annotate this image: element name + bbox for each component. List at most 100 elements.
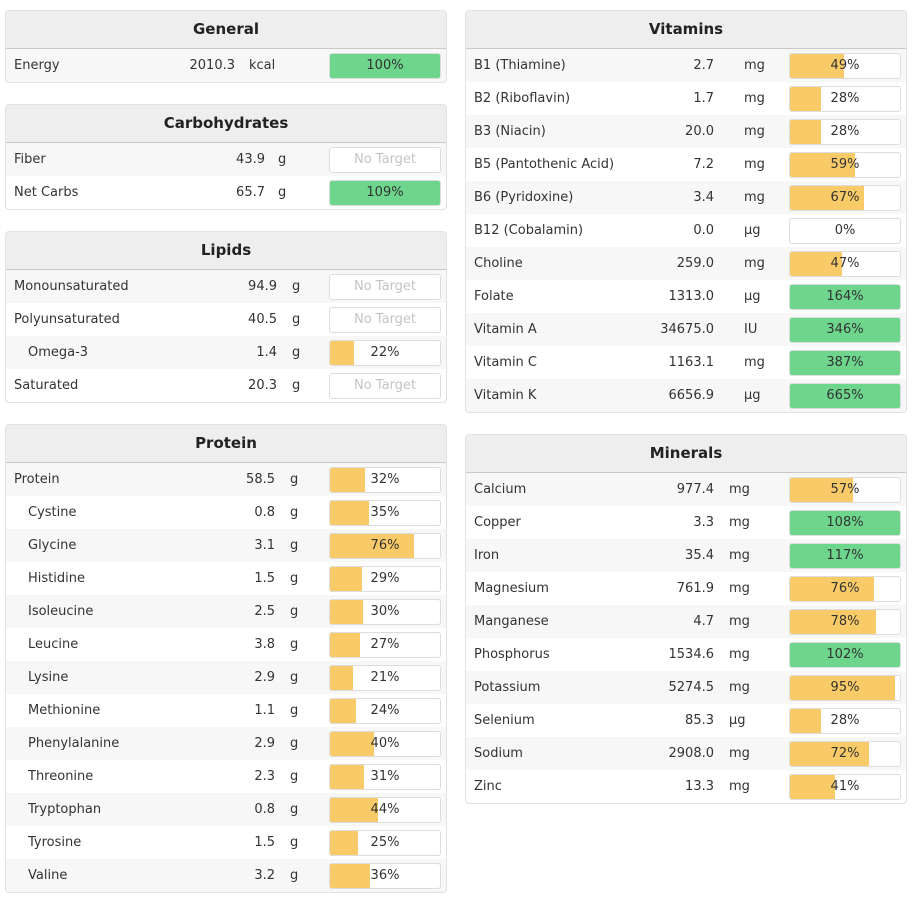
target-progress-bar: 28% [789, 86, 901, 112]
target-progress-bar: No Target [329, 373, 441, 399]
nutrient-name: Protein [14, 472, 60, 487]
target-progress-fill [330, 732, 374, 756]
nutrient-unit: mg [729, 647, 750, 662]
nutrient-row[interactable]: B1 (Thiamine) 2.7 mg 49% [466, 49, 906, 82]
nutrient-row[interactable]: Polyunsaturated 40.5 g No Target [6, 303, 446, 336]
nutrient-row[interactable]: Zinc 13.3 mg 41% [466, 770, 906, 803]
nutrient-row[interactable]: Energy 2010.3 kcal 100% [6, 49, 446, 82]
nutrient-amount: 1.4 [256, 345, 277, 360]
nutrient-amount: 1534.6 [668, 647, 715, 662]
nutrient-row[interactable]: Valine 3.2 g 36% [6, 859, 446, 892]
target-progress-bar: 30% [329, 599, 441, 625]
target-progress-label: 109% [366, 185, 404, 200]
target-progress-label: 117% [826, 548, 864, 563]
target-progress-bar: 346% [789, 317, 901, 343]
nutrient-unit: mg [729, 482, 750, 497]
nutrient-unit: g [290, 637, 299, 652]
nutrient-amount: 5274.5 [668, 680, 715, 695]
nutrient-row[interactable]: B3 (Niacin) 20.0 mg 28% [466, 115, 906, 148]
nutrient-unit: kcal [249, 58, 276, 73]
target-progress-bar: 95% [789, 675, 901, 701]
nutrient-row[interactable]: Tryptophan 0.8 g 44% [6, 793, 446, 826]
nutrient-row[interactable]: Phenylalanine 2.9 g 40% [6, 727, 446, 760]
nutrient-row[interactable]: Selenium 85.3 µg 28% [466, 704, 906, 737]
minerals-panel-title: Minerals [466, 435, 906, 473]
nutrient-row[interactable]: Saturated 20.3 g No Target [6, 369, 446, 402]
target-progress-label: 31% [370, 769, 400, 784]
target-progress-fill [330, 633, 360, 657]
nutrient-unit: mg [744, 355, 765, 370]
target-progress-label: No Target [353, 279, 417, 294]
target-progress-label: 78% [830, 614, 860, 629]
nutrient-name: Vitamin C [474, 355, 538, 370]
nutrient-row[interactable]: Folate 1313.0 µg 164% [466, 280, 906, 313]
target-progress-label: 29% [370, 571, 400, 586]
nutrient-row[interactable]: Cystine 0.8 g 35% [6, 496, 446, 529]
target-progress-label: 32% [370, 472, 400, 487]
target-progress-label: 346% [826, 322, 864, 337]
nutrient-unit: mg [729, 779, 750, 794]
target-progress-bar: 35% [329, 500, 441, 526]
nutrient-row[interactable]: Vitamin A 34675.0 IU 346% [466, 313, 906, 346]
nutrient-row[interactable]: Histidine 1.5 g 29% [6, 562, 446, 595]
nutrient-row[interactable]: Isoleucine 2.5 g 30% [6, 595, 446, 628]
nutrient-name: Glycine [28, 538, 77, 553]
nutrient-row[interactable]: Lysine 2.9 g 21% [6, 661, 446, 694]
nutrient-amount: 34675.0 [660, 322, 714, 337]
target-progress-fill [330, 567, 362, 591]
nutrient-amount: 0.8 [254, 802, 275, 817]
nutrient-unit: mg [744, 124, 765, 139]
nutrient-row[interactable]: Phosphorus 1534.6 mg 102% [466, 638, 906, 671]
nutrient-row[interactable]: Vitamin C 1163.1 mg 387% [466, 346, 906, 379]
nutrient-unit: µg [744, 388, 761, 403]
target-progress-fill [790, 577, 874, 601]
nutrient-row[interactable]: Methionine 1.1 g 24% [6, 694, 446, 727]
nutrient-row[interactable]: Iron 35.4 mg 117% [466, 539, 906, 572]
nutrient-unit: g [290, 472, 299, 487]
nutrient-row[interactable]: Tyrosine 1.5 g 25% [6, 826, 446, 859]
nutrient-row[interactable]: Glycine 3.1 g 76% [6, 529, 446, 562]
nutrient-row[interactable]: Threonine 2.3 g 31% [6, 760, 446, 793]
target-progress-bar: 117% [789, 543, 901, 569]
target-progress-bar: 21% [329, 665, 441, 691]
target-progress-fill [790, 120, 821, 144]
nutrient-row[interactable]: B2 (Riboflavin) 1.7 mg 28% [466, 82, 906, 115]
nutrient-name: B12 (Cobalamin) [474, 223, 584, 238]
nutrient-row[interactable]: Protein 58.5 g 32% [6, 463, 446, 496]
nutrient-unit: mg [744, 157, 765, 172]
target-progress-label: 27% [370, 637, 400, 652]
nutrient-row[interactable]: Omega-3 1.4 g 22% [6, 336, 446, 369]
nutrient-row[interactable]: Manganese 4.7 mg 78% [466, 605, 906, 638]
nutrient-row[interactable]: Choline 259.0 mg 47% [466, 247, 906, 280]
nutrient-row[interactable]: Net Carbs 65.7 g 109% [6, 176, 446, 209]
nutrient-row[interactable]: B5 (Pantothenic Acid) 7.2 mg 59% [466, 148, 906, 181]
nutrient-row[interactable]: Calcium 977.4 mg 57% [466, 473, 906, 506]
nutrient-row[interactable]: B12 (Cobalamin) 0.0 µg 0% [466, 214, 906, 247]
nutrient-row[interactable]: B6 (Pyridoxine) 3.4 mg 67% [466, 181, 906, 214]
nutrient-amount: 2010.3 [189, 58, 236, 73]
nutrient-name: Vitamin A [474, 322, 537, 337]
target-progress-fill [330, 831, 358, 855]
nutrient-row[interactable]: Potassium 5274.5 mg 95% [466, 671, 906, 704]
carbohydrates-panel-title: Carbohydrates [6, 105, 446, 143]
nutrient-row[interactable]: Vitamin K 6656.9 µg 665% [466, 379, 906, 412]
target-progress-bar: 28% [789, 708, 901, 734]
target-progress-fill [330, 666, 354, 690]
nutrient-name: Energy [14, 58, 60, 73]
nutrient-row[interactable]: Fiber 43.9 g No Target [6, 143, 446, 176]
nutrient-row[interactable]: Sodium 2908.0 mg 72% [466, 737, 906, 770]
target-progress-bar: 28% [789, 119, 901, 145]
nutrient-row[interactable]: Leucine 3.8 g 27% [6, 628, 446, 661]
nutrient-amount: 3.4 [693, 190, 714, 205]
nutrient-unit: g [290, 835, 299, 850]
nutrient-amount: 4.7 [693, 614, 714, 629]
nutrient-row[interactable]: Copper 3.3 mg 108% [466, 506, 906, 539]
nutrient-name: Calcium [474, 482, 527, 497]
nutrient-name: Phosphorus [474, 647, 550, 662]
nutrient-amount: 65.7 [236, 185, 265, 200]
nutrient-row[interactable]: Magnesium 761.9 mg 76% [466, 572, 906, 605]
nutrient-row[interactable]: Monounsaturated 94.9 g No Target [6, 270, 446, 303]
target-progress-fill [790, 252, 842, 276]
nutrient-amount: 3.2 [254, 868, 275, 883]
target-progress-bar: No Target [329, 274, 441, 300]
